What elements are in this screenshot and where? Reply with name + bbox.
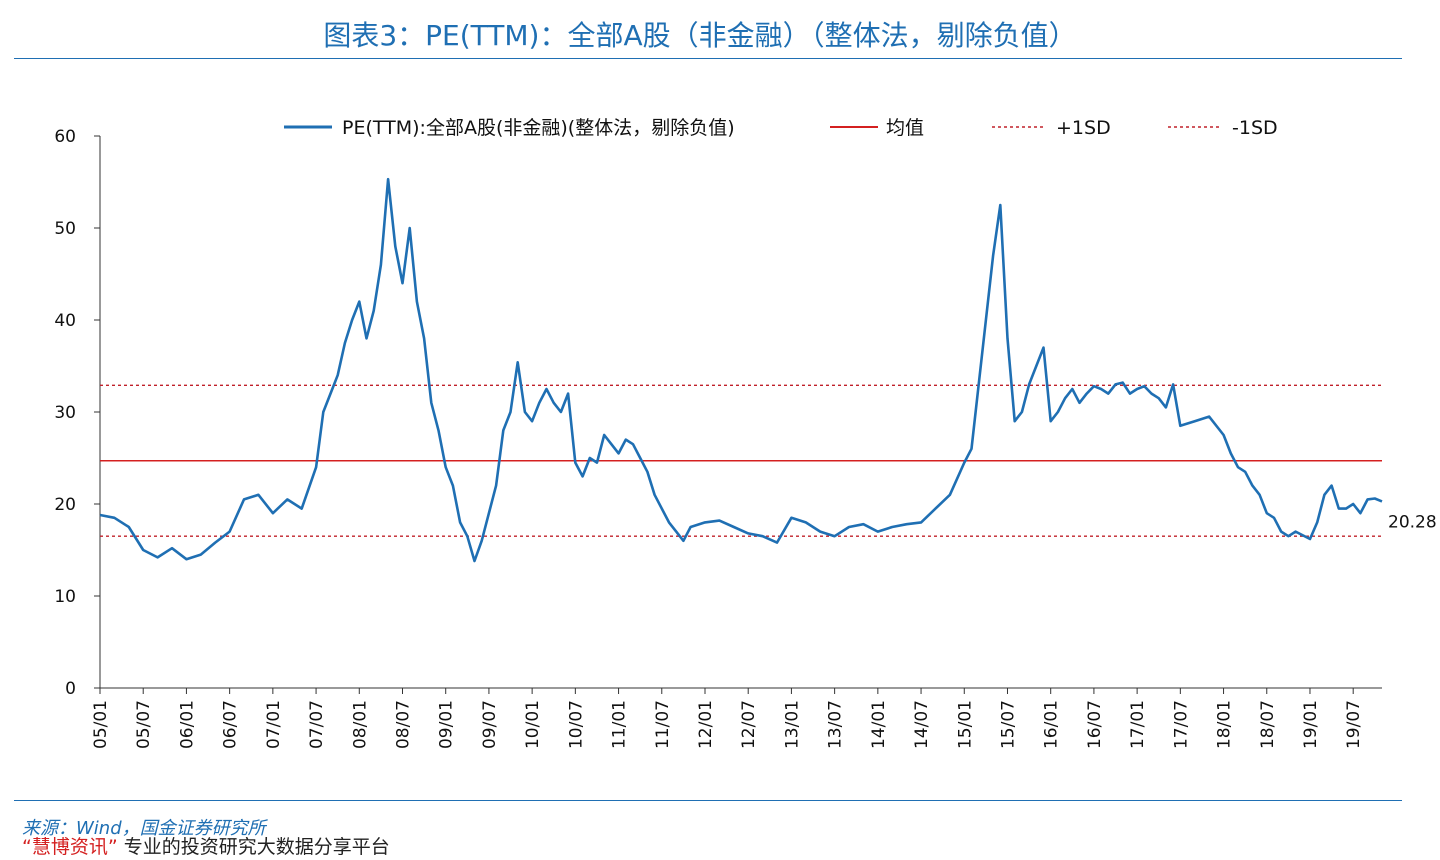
watermark: “慧博资讯” 专业的投资研究大数据分享平台 — [22, 832, 390, 859]
x-tick-label: 16/07 — [1085, 700, 1105, 749]
x-tick-label: 18/01 — [1215, 700, 1235, 749]
y-tick-label: 10 — [54, 587, 76, 607]
x-tick-label: 05/01 — [91, 700, 111, 749]
legend-label-plus-sd: +1SD — [1056, 117, 1111, 139]
title-divider — [14, 58, 1402, 59]
x-tick-label: 13/01 — [782, 700, 802, 749]
y-tick-label: 20 — [54, 495, 76, 515]
x-tick-label: 06/01 — [177, 700, 197, 749]
x-tick-label: 08/07 — [393, 700, 413, 749]
x-tick-label: 11/01 — [610, 700, 630, 749]
series-group — [99, 177, 1383, 563]
y-tick-label: 50 — [54, 219, 76, 239]
x-tick-label: 14/01 — [869, 700, 889, 749]
x-tick-label: 11/07 — [653, 700, 673, 749]
x-tick-label: 16/01 — [1042, 700, 1062, 749]
x-tick-label: 18/07 — [1258, 700, 1278, 749]
legend-label-mean: 均值 — [886, 117, 924, 139]
source-note: 来源：Wind，国金证券研究所 — [22, 818, 266, 839]
x-tick-label: 09/01 — [437, 700, 457, 749]
x-tick-label: 17/07 — [1171, 700, 1191, 749]
y-tick-label: 40 — [54, 311, 76, 331]
x-tick-label: 12/01 — [696, 700, 716, 749]
legend-label-minus-sd: -1SD — [1232, 117, 1278, 139]
chart-title: 图表3：PE(TTM)：全部A股（非金融）（整体法，剔除负值） — [323, 19, 1077, 52]
end-value-label: 20.28 — [1388, 512, 1437, 532]
x-tick-label: 05/07 — [134, 700, 154, 749]
y-tick-label: 30 — [54, 403, 76, 423]
x-tick-label: 17/01 — [1128, 700, 1148, 749]
y-tick-label: 0 — [65, 679, 76, 699]
y-tick-label: 60 — [54, 127, 76, 147]
x-tick-label: 19/07 — [1344, 700, 1364, 749]
x-tick-label: 08/01 — [350, 700, 370, 749]
x-tick-label: 19/01 — [1301, 700, 1321, 749]
x-tick-label: 14/07 — [912, 700, 932, 749]
footer-divider — [14, 800, 1402, 801]
x-tick-label: 15/01 — [955, 700, 975, 749]
x-tick-label: 10/07 — [566, 700, 586, 749]
watermark-tagline: 专业的投资研究大数据分享平台 — [123, 836, 390, 858]
x-tick-label: 15/07 — [998, 700, 1018, 749]
x-tick-label: 12/07 — [739, 700, 759, 749]
x-tick-label: 10/01 — [523, 700, 543, 749]
x-tick-label: 09/07 — [480, 700, 500, 749]
legend-label-pe: PE(TTM):全部A股(非金融)(整体法，剔除负值) — [342, 117, 735, 139]
legend: PE(TTM):全部A股(非金融)(整体法，剔除负值) 均值 +1SD -1SD — [284, 117, 1278, 139]
x-tick-label: 13/07 — [826, 700, 846, 749]
reference-lines — [100, 384, 1382, 537]
series-line-pe — [99, 177, 1383, 563]
x-tick-label: 07/01 — [264, 700, 284, 749]
x-tick-label: 06/07 — [221, 700, 241, 749]
watermark-brand: “慧博资讯” — [22, 836, 118, 858]
axes: 0 10 20 30 40 50 60 05/01 05/07 06/01 06/07 07/01 07… — [54, 127, 1382, 749]
x-tick-label: 07/07 — [307, 700, 327, 749]
